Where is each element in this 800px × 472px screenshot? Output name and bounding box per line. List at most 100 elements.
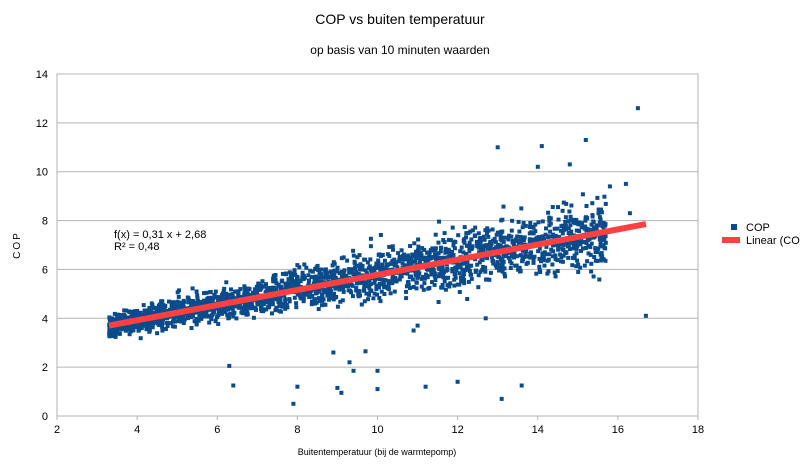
cop-point [133,323,138,328]
cop-point [520,248,525,253]
cop-point [347,360,352,365]
cop-point [459,279,464,284]
cop-point [548,229,553,234]
cop-point [586,243,591,248]
cop-point [568,218,573,223]
cop-point [555,269,560,273]
cop-point [545,271,550,276]
cop-point [340,275,345,280]
cop-point [537,264,542,269]
cop-point [457,290,462,294]
cop-point [146,308,151,313]
cop-point [201,314,206,319]
y-tick-label: 12 [36,118,48,130]
cop-point [548,216,553,221]
cop-point [501,235,506,240]
cop-point [177,317,182,322]
cop-point [502,266,507,271]
cop-point [357,267,362,271]
cop-point [107,333,112,338]
cop-point [478,269,483,274]
cop-point [190,286,195,291]
cop-point [436,300,441,304]
cop-point [590,201,595,206]
cop-point [481,248,486,253]
cop-point [419,253,424,258]
cop-point [595,195,600,200]
cop-point [491,261,496,266]
cop-point [412,254,417,259]
cop-point [332,272,337,277]
cop-point [282,293,287,298]
cop-point [352,271,357,276]
cop-point [502,271,507,276]
cop-point [333,286,338,291]
cop-point [416,253,421,258]
cop-point [295,263,300,268]
cop-point [495,253,500,258]
cop-point [208,300,213,305]
cop-point [511,240,515,245]
cop-point [495,260,500,265]
cop-point [236,293,241,298]
cop-point [416,274,420,279]
cop-point [511,252,516,257]
cop-point [313,267,318,271]
cop-point [479,244,484,249]
cop-point [426,257,431,261]
cop-point [234,304,239,309]
cop-point [588,252,593,257]
cop-point [313,274,318,279]
cop-point [443,250,448,255]
cop-point [544,244,549,249]
cop-point [122,308,127,313]
cop-point [541,234,546,239]
cop-point [200,309,205,314]
cop-point [596,207,601,212]
cop-point [172,324,177,329]
cop-point [111,318,116,323]
cop-point [211,296,216,301]
cop-point [160,299,165,304]
cop-point [367,285,372,290]
cop-point [171,300,175,305]
cop-point [236,289,241,294]
cop-point [532,254,537,259]
cop-point [440,285,445,290]
cop-point [335,304,340,309]
cop-point [194,317,199,321]
cop-point [425,250,430,255]
cop-point [232,310,237,315]
cop-point [404,296,409,301]
cop-point [589,222,594,227]
cop-point [481,234,486,239]
cop-point [515,234,520,239]
cop-point [380,262,385,267]
cop-point [222,307,227,312]
cop-point [368,282,373,287]
cop-point [162,308,167,313]
cop-point [234,296,239,301]
cop-point [584,215,588,220]
cop-point [207,320,212,325]
cop-point [561,242,566,247]
cop-point [238,287,243,292]
cop-point [399,257,404,262]
cop-point [328,285,333,290]
cop-point [219,306,224,311]
x-axis-label: Buitentemperatuur (bij de warmtepomp) [298,447,457,457]
cop-point [486,228,491,233]
cop-point [557,234,562,239]
cop-point [477,242,482,247]
cop-point [372,268,377,273]
cop-point [309,302,314,307]
y-tick-label: 8 [42,216,48,228]
cop-point [216,322,221,326]
cop-point [497,268,502,273]
cop-point [544,226,548,231]
cop-point [401,257,406,262]
cop-point [154,318,159,323]
cop-point [518,253,523,258]
cop-point [137,327,142,332]
x-tick-label: 2 [54,424,60,436]
